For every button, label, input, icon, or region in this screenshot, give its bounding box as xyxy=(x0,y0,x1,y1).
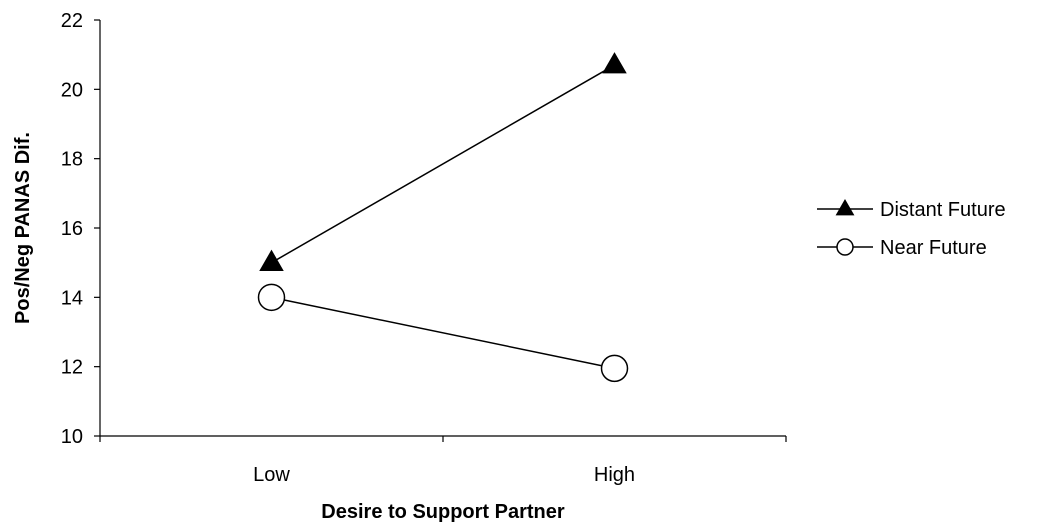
x-tick-label: High xyxy=(594,464,635,486)
filled-triangle-icon xyxy=(835,198,855,216)
series-line xyxy=(271,296,615,370)
legend-item: Distant Future xyxy=(817,198,1006,221)
data-point xyxy=(257,283,286,312)
legend-item: Near Future xyxy=(817,237,987,259)
legend-label: Distant Future xyxy=(880,199,1006,221)
data-point xyxy=(600,354,629,383)
x-tick-label: Low xyxy=(253,464,290,486)
legend-label: Near Future xyxy=(880,237,987,259)
data-point xyxy=(259,249,284,271)
legend: Distant Future Near Future xyxy=(817,198,1006,259)
plot-area: 10 12 14 16 18 20 22 Low High xyxy=(61,10,787,486)
data-point xyxy=(602,52,627,74)
open-circle-icon xyxy=(836,238,854,256)
series-layer xyxy=(257,52,629,383)
y-axis-title: Pos/Neg PANAS Dif. xyxy=(12,132,34,324)
series-line xyxy=(271,64,615,264)
x-axis-title: Desire to Support Partner xyxy=(321,501,565,523)
y-ticks: 10 12 14 16 18 20 22 xyxy=(61,10,100,448)
series-1 xyxy=(257,283,629,383)
y-tick-label: 18 xyxy=(61,149,83,171)
y-tick-label: 12 xyxy=(61,357,83,379)
y-tick-label: 10 xyxy=(61,426,83,448)
y-tick-label: 20 xyxy=(61,79,83,101)
y-tick-label: 16 xyxy=(61,218,83,240)
y-tick-label: 22 xyxy=(61,10,83,32)
series-0 xyxy=(259,52,627,271)
x-ticks: Low High xyxy=(99,436,787,486)
y-tick-label: 14 xyxy=(61,287,83,309)
